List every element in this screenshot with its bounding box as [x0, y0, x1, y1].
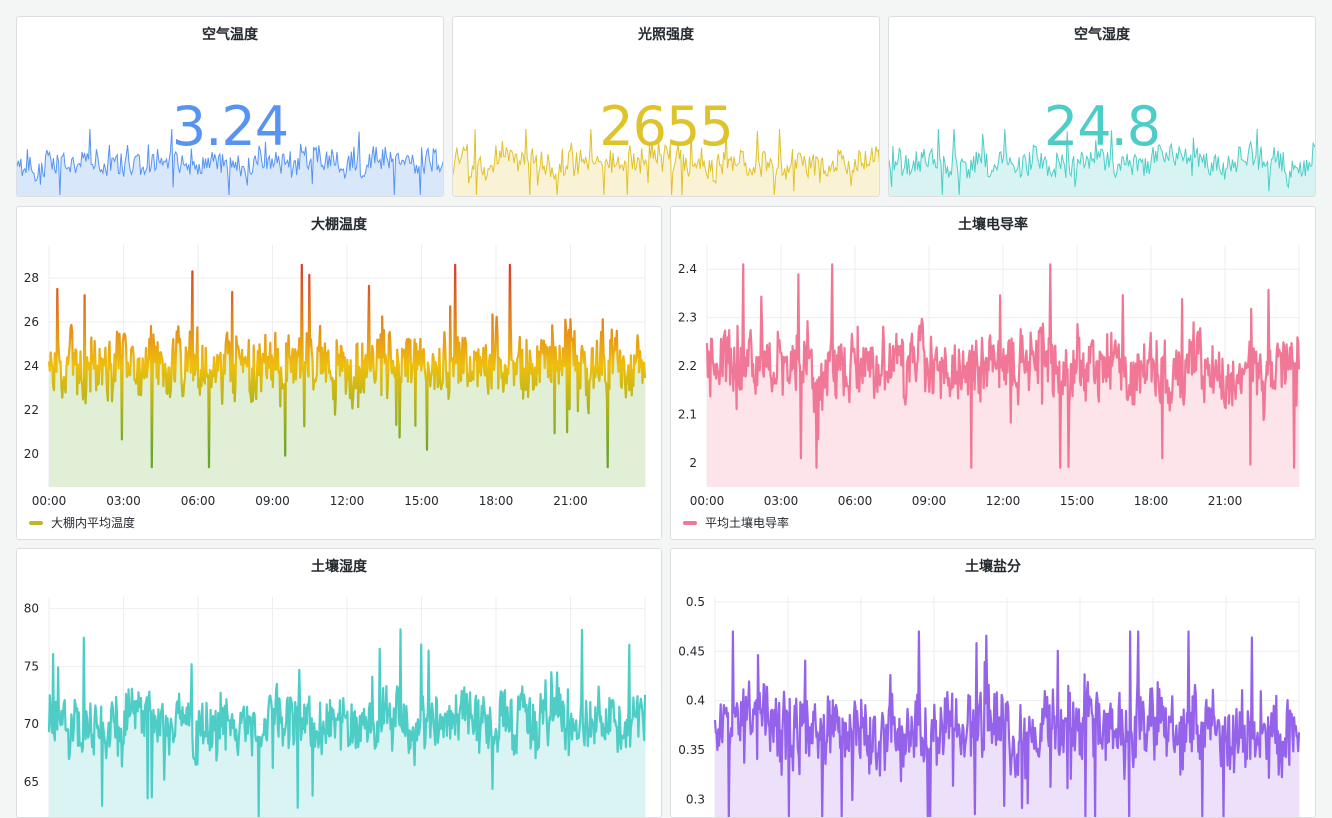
legend[interactable]: 平均土壤电导率	[683, 514, 789, 531]
x-tick-label: 03:00	[106, 494, 141, 508]
x-tick-label: 21:00	[1208, 494, 1243, 508]
y-tick-label: 80	[24, 602, 39, 616]
legend-swatch	[29, 521, 43, 525]
legend-label: 平均土壤电导率	[705, 514, 789, 531]
x-tick-label: 15:00	[1060, 494, 1095, 508]
line-chart: 2 2.1 2.2 2.3 2.4 00:00 03:00 06:00 09:00 12:00 15…	[671, 207, 1316, 540]
y-tick-label: 75	[24, 659, 39, 673]
y-tick-label: 0.35	[678, 743, 705, 757]
y-tick-label: 0.4	[686, 694, 705, 708]
stat-panel-light[interactable]: 光照强度 2655	[452, 16, 880, 197]
y-tick-label: 2	[689, 456, 697, 470]
x-tick-label: 12:00	[986, 494, 1021, 508]
legend-label: 大棚内平均温度	[51, 514, 135, 531]
y-tick-label: 0.45	[678, 644, 705, 658]
y-tick-label: 0.5	[686, 595, 705, 609]
x-tick-label: 09:00	[255, 494, 290, 508]
x-tick-label: 15:00	[404, 494, 439, 508]
y-tick-label: 28	[24, 271, 39, 285]
stat-value: 3.24	[17, 95, 443, 158]
y-tick-label: 70	[24, 717, 39, 731]
stat-value: 24.8	[889, 95, 1315, 158]
legend[interactable]: 大棚内平均温度	[29, 514, 135, 531]
x-tick-label: 00:00	[32, 494, 67, 508]
y-tick-label: 20	[24, 447, 39, 461]
x-tick-label: 18:00	[479, 494, 514, 508]
line-chart: 0.3 0.35 0.4 0.45 0.5	[671, 549, 1316, 818]
y-tick-label: 24	[24, 359, 39, 373]
x-tick-label: 12:00	[330, 494, 365, 508]
x-tick-label: 21:00	[553, 494, 588, 508]
x-tick-label: 06:00	[838, 494, 873, 508]
stat-value: 2655	[453, 95, 879, 158]
x-tick-label: 06:00	[181, 494, 216, 508]
line-chart: 20 22 24 26 28 00:00 03:00 06:00 09:00 12:00 15:00…	[17, 207, 662, 540]
x-tick-label: 03:00	[764, 494, 799, 508]
y-tick-label: 0.3	[686, 792, 705, 806]
y-tick-label: 22	[24, 403, 39, 417]
y-tick-label: 65	[24, 775, 39, 789]
y-tick-label: 2.3	[678, 311, 697, 325]
y-tick-label: 26	[24, 315, 39, 329]
stat-panel-air-humidity[interactable]: 空气湿度 24.8	[888, 16, 1316, 197]
y-tick-label: 2.4	[678, 262, 697, 276]
stat-panel-air-temp[interactable]: 空气温度 3.24	[16, 16, 444, 197]
x-tick-label: 09:00	[912, 494, 947, 508]
line-chart: 65 70 75 80	[17, 549, 662, 818]
legend-swatch	[683, 521, 697, 525]
y-tick-label: 2.2	[678, 359, 697, 373]
x-tick-label: 00:00	[690, 494, 725, 508]
x-tick-label: 18:00	[1134, 494, 1169, 508]
y-tick-label: 2.1	[678, 407, 697, 421]
